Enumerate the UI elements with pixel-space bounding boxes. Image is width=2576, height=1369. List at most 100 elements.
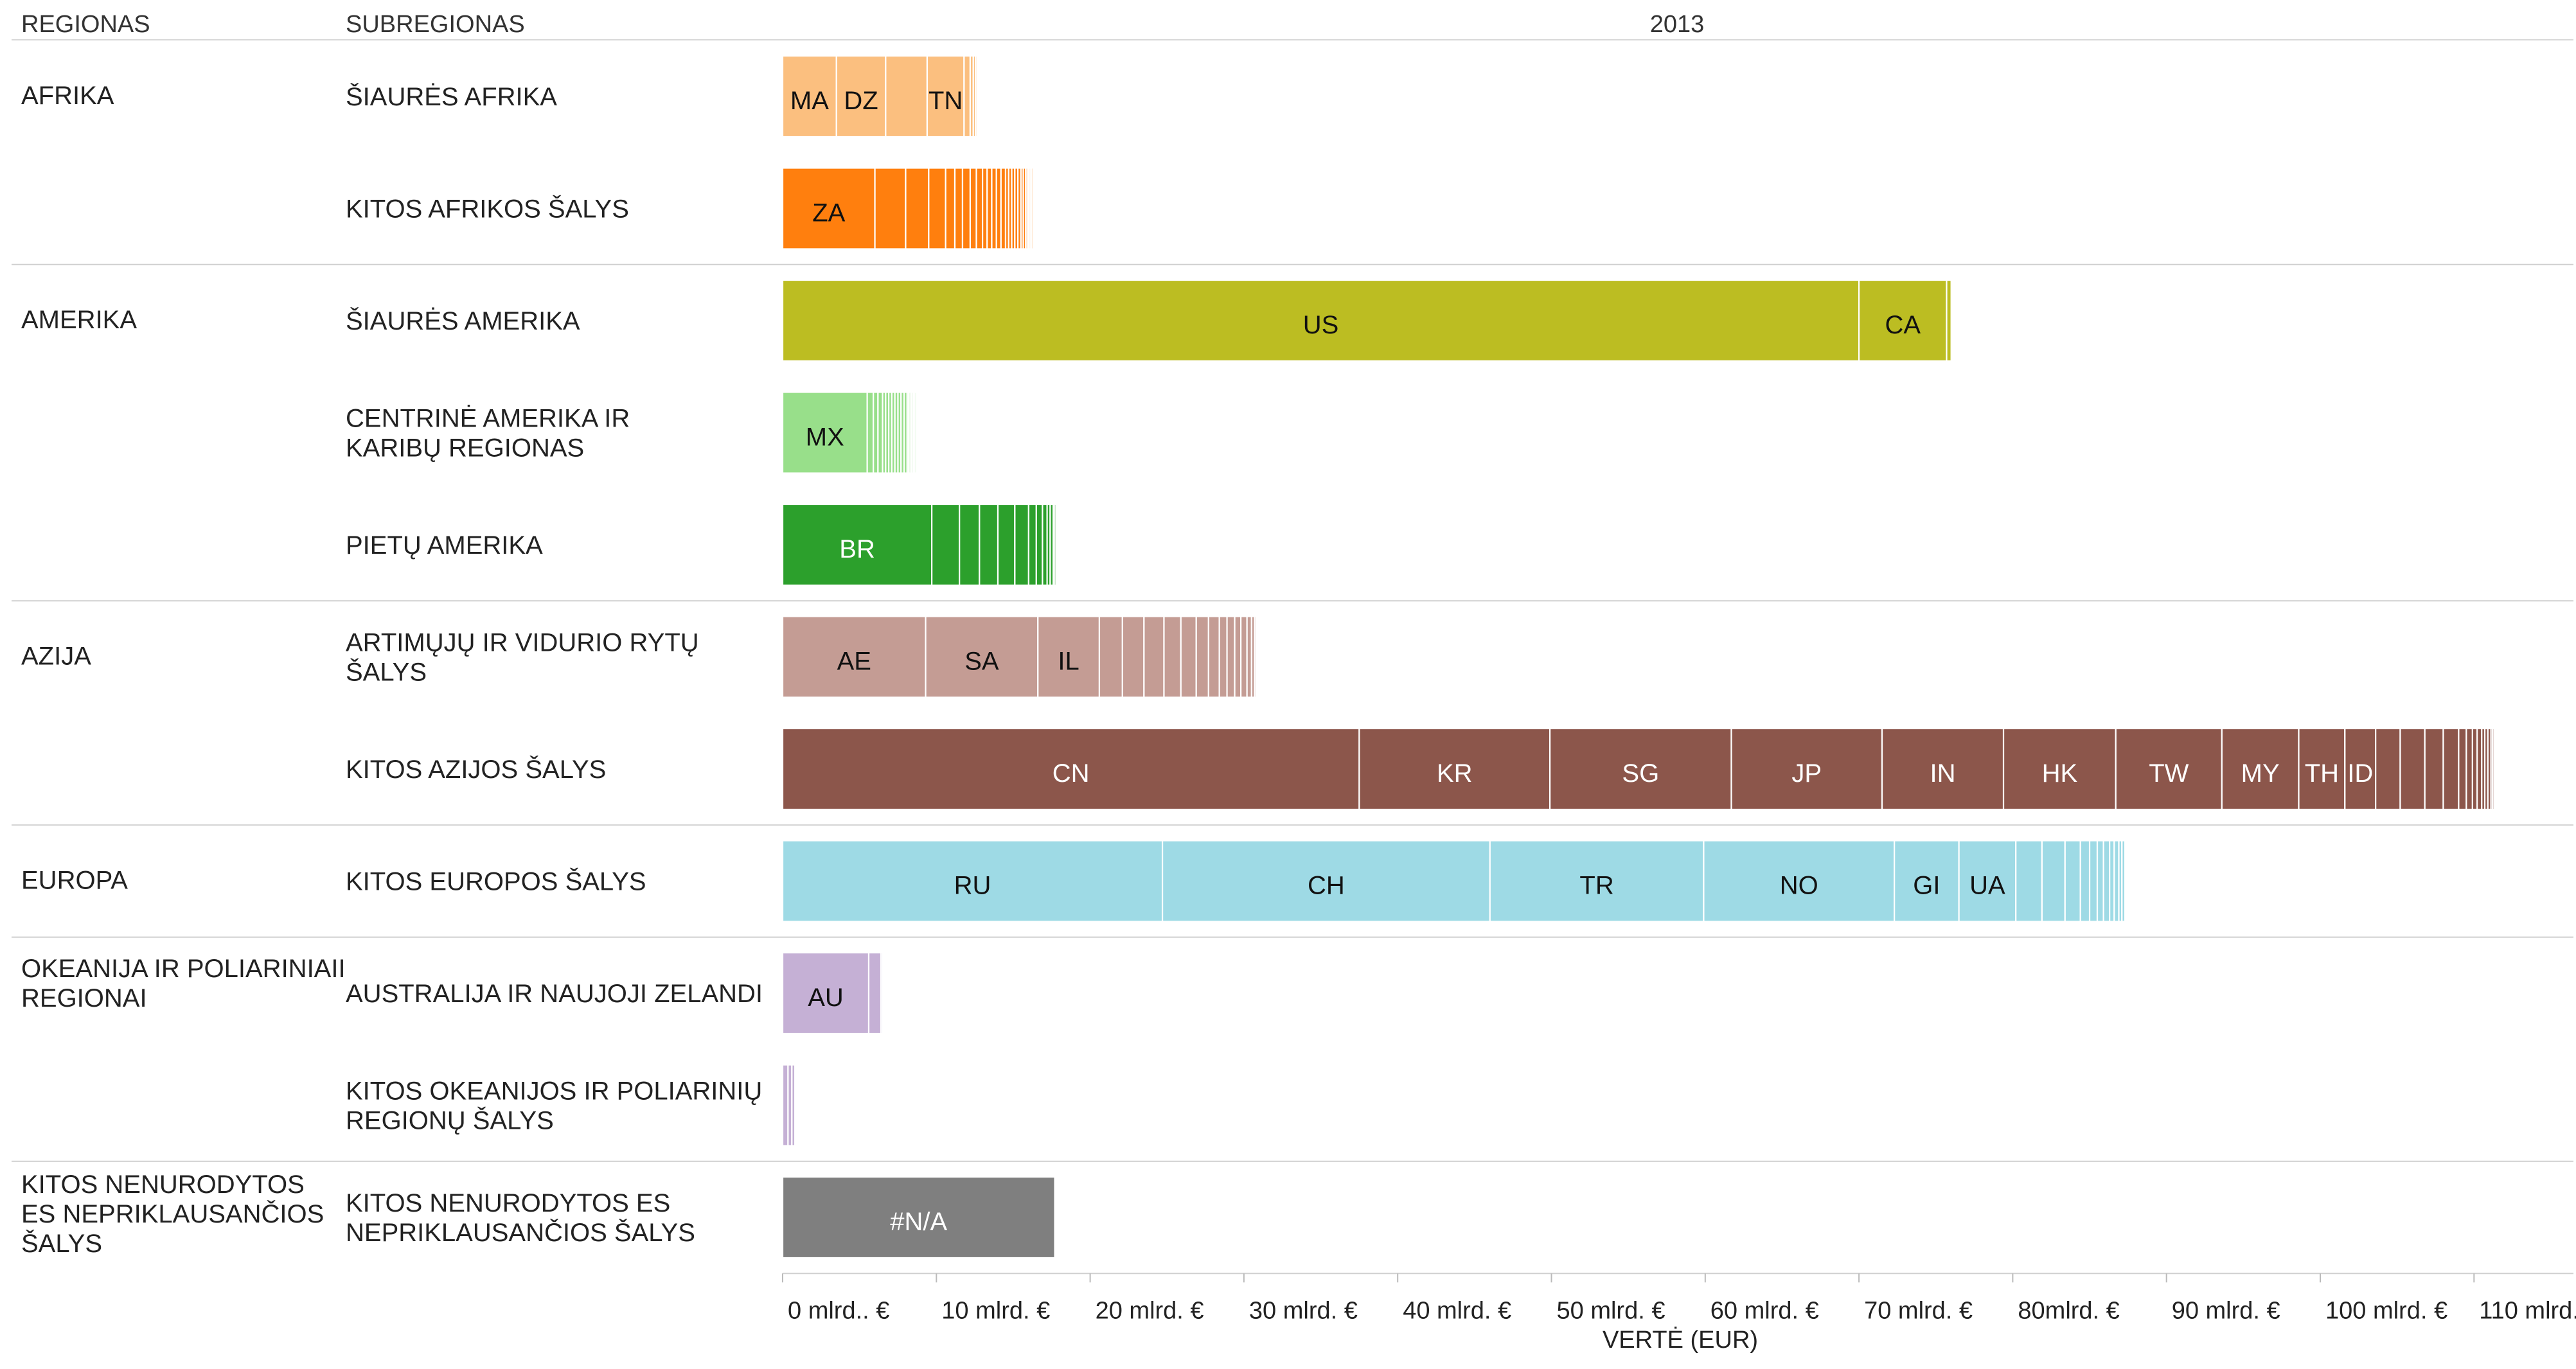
bar-segment-th[interactable] (2298, 727, 2346, 811)
subregion-label-line: KITOS EUROPOS ŠALYS (346, 867, 646, 896)
bar-segment[interactable] (874, 167, 907, 250)
bar-segment[interactable] (928, 167, 946, 250)
region-group-okeanija-ir-poliariniaii-regionai: OKEANIJA IR POLIARINIAII REGIONAI AUSTRALI… (21, 951, 884, 1147)
header-regions: REGIONAS (21, 11, 150, 38)
bar-segment[interactable] (2064, 840, 2081, 923)
bar-segment[interactable] (1207, 615, 1220, 698)
bar-segment[interactable] (2102, 840, 2111, 923)
bar-segment-sa[interactable] (925, 615, 1039, 698)
bar-segment-in[interactable] (1881, 727, 2005, 811)
bar-segment-cn[interactable] (781, 727, 1360, 811)
segment-label: SG (1622, 759, 1659, 788)
x-tick-label: 100 mlrd. € (2325, 1297, 2447, 1324)
bar-segment[interactable] (2041, 840, 2066, 923)
subregion-label-line: ŠIAURĖS AFRIKA (346, 82, 557, 111)
bar-segment-jp[interactable] (1730, 727, 1883, 811)
segment-label: MA (790, 87, 829, 115)
bar-segment-n-a[interactable] (781, 1176, 1056, 1259)
bar-segment[interactable] (963, 55, 972, 138)
region-label: AMERIKA (21, 306, 137, 334)
subregion-label-line: NEPRIKLAUSANČIOS ŠALYS (346, 1218, 695, 1247)
region-group-amerika: AMERIKA ŠIAURĖS AMERIKA US CA CENTRINĖ AMERI… (21, 279, 1952, 587)
x-axis-label: VERTĖ (EUR) (1603, 1326, 1758, 1354)
bar-segment[interactable] (1054, 503, 1058, 587)
chart-header: REGIONAS SUBREGIONAS 2013 (12, 11, 2573, 40)
bar-segment[interactable] (885, 55, 928, 138)
bar-segment[interactable] (961, 167, 972, 250)
bar-segment[interactable] (1234, 615, 1242, 698)
bar-segment-gi[interactable] (1894, 840, 1960, 923)
segment-label: MX (806, 423, 844, 452)
bar-segment-tr[interactable] (1489, 840, 1705, 923)
x-tick-label: 0 mlrd.. € (788, 1297, 889, 1324)
bar-segment[interactable] (781, 1064, 789, 1147)
bar-segment[interactable] (1033, 167, 1036, 250)
bar-segment[interactable] (1946, 279, 1952, 362)
bar-segment[interactable] (1143, 615, 1165, 698)
bar-segment[interactable] (1035, 503, 1044, 587)
bar-segment[interactable] (867, 951, 882, 1035)
bar-segment[interactable] (2015, 840, 2043, 923)
x-tick-label: 20 mlrd. € (1096, 1297, 1204, 1324)
bar-segment[interactable] (954, 167, 964, 250)
bar-segment[interactable] (1218, 615, 1228, 698)
segment-label: JP (1791, 759, 1822, 788)
bar-segment[interactable] (2096, 840, 2104, 923)
x-tick-label: 80mlrd. € (2018, 1297, 2119, 1324)
bar-segment-br[interactable] (781, 503, 933, 587)
bar-row: CENTRINĖ AMERIKA IR KARIBŲ REGIONAS MX (346, 391, 918, 474)
bar-segment-sg[interactable] (1549, 727, 1732, 811)
bar-segment[interactable] (945, 167, 956, 250)
bar-segment[interactable] (2088, 840, 2099, 923)
bar-segment[interactable] (1240, 615, 1248, 698)
bar-segment[interactable] (959, 503, 981, 587)
bar-segment[interactable] (969, 167, 977, 250)
bar-segment[interactable] (975, 55, 978, 138)
bar-segment-ae[interactable] (781, 615, 927, 698)
bar-segment[interactable] (1254, 615, 1257, 698)
bar-segment-my[interactable] (2221, 727, 2300, 811)
bar-segment-il[interactable] (1037, 615, 1101, 698)
bar-segment[interactable] (2491, 727, 2495, 811)
bar-segment[interactable] (2121, 840, 2126, 923)
bar-segment[interactable] (791, 1064, 796, 1147)
bar-segment[interactable] (2458, 727, 2467, 811)
bar-segment[interactable] (2079, 840, 2091, 923)
bar-segment-ru[interactable] (781, 840, 1164, 923)
bar-segment-za[interactable] (781, 167, 876, 250)
bar-segment[interactable] (866, 391, 875, 474)
x-tick-label: 60 mlrd. € (1710, 1297, 1819, 1324)
bar-segment[interactable] (931, 503, 961, 587)
bar-segment[interactable] (1195, 615, 1209, 698)
bar-row: PIETŲ AMERIKA BR (346, 503, 1058, 587)
bar-segment[interactable] (1098, 615, 1123, 698)
bar-segment-hk[interactable] (2002, 727, 2117, 811)
bar-segment[interactable] (2399, 727, 2426, 811)
bar-segment[interactable] (997, 503, 1016, 587)
bar-segment[interactable] (2465, 727, 2474, 811)
bar-segment[interactable] (914, 391, 918, 474)
bar-segment-au[interactable] (781, 951, 870, 1035)
bar-segment[interactable] (2442, 727, 2460, 811)
bar-segment[interactable] (979, 503, 999, 587)
bar-segment[interactable] (1121, 615, 1145, 698)
subregion-label-line: KARIBŲ REGIONAS (346, 434, 584, 463)
segment-label: IN (1930, 759, 1956, 788)
bar-segment[interactable] (2375, 727, 2401, 811)
bar-segment-ca[interactable] (1858, 279, 1948, 362)
subregion-label-line: CENTRINĖ AMERIKA IR (346, 404, 630, 433)
region-label: EUROPA (21, 867, 128, 895)
bar-segment[interactable] (975, 167, 984, 250)
bar-segment[interactable] (905, 167, 930, 250)
bar-segment-dz[interactable] (835, 55, 887, 138)
bar-segment[interactable] (2424, 727, 2444, 811)
bar-segment[interactable] (1027, 503, 1037, 587)
bar-segment-ua[interactable] (1958, 840, 2017, 923)
bar-segment-ch[interactable] (1161, 840, 1491, 923)
bar-segment[interactable] (880, 951, 884, 1035)
bar-segment[interactable] (1163, 615, 1182, 698)
bar-segment[interactable] (1180, 615, 1197, 698)
bar-segment[interactable] (1226, 615, 1236, 698)
bar-segment-tn[interactable] (926, 55, 965, 138)
bar-segment[interactable] (1014, 503, 1029, 587)
